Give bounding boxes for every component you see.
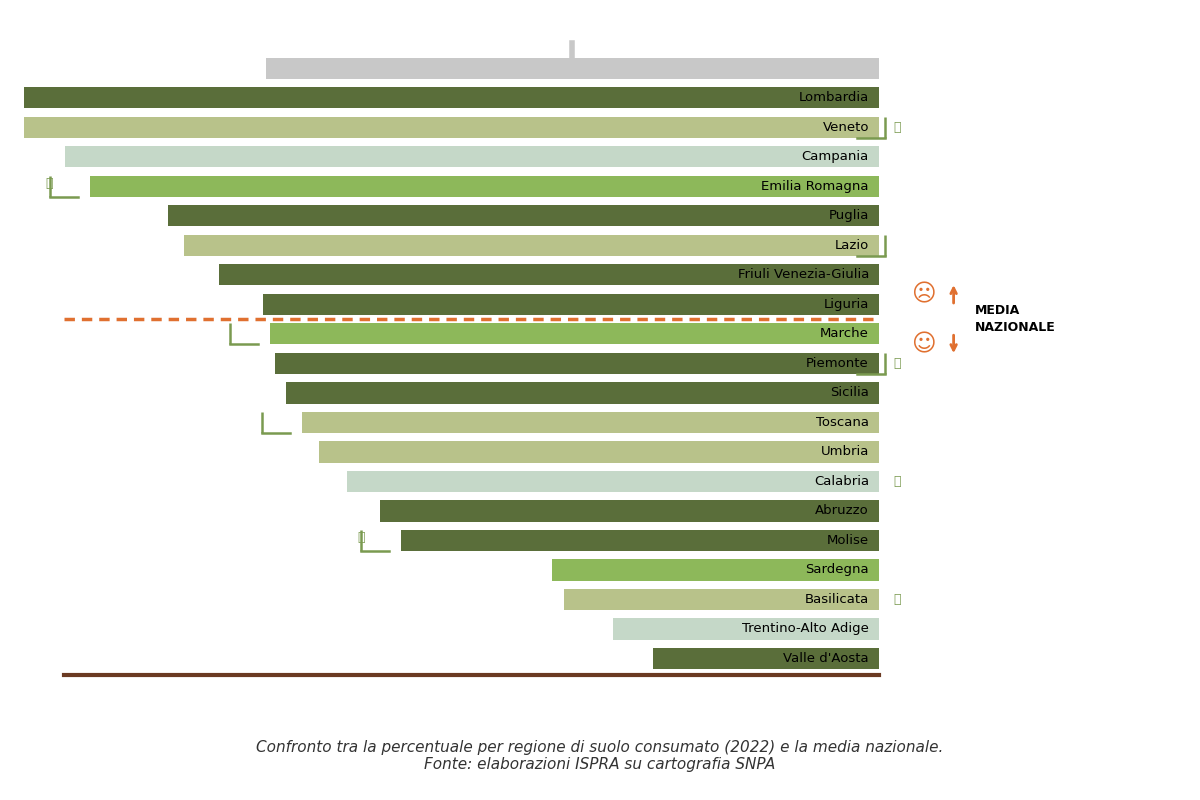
Text: Confronto tra la percentuale per regione di suolo consumato (2022) e la media na: Confronto tra la percentuale per regione… xyxy=(257,740,943,772)
Text: Veneto: Veneto xyxy=(822,121,869,134)
Bar xyxy=(184,234,878,256)
Bar xyxy=(347,470,878,492)
Text: ⛹: ⛹ xyxy=(46,177,53,190)
Text: ⛹: ⛹ xyxy=(893,475,901,488)
Text: ☺: ☺ xyxy=(911,332,935,356)
Bar xyxy=(552,559,878,581)
Text: Basilicata: Basilicata xyxy=(805,593,869,606)
Bar xyxy=(379,500,878,522)
Bar xyxy=(612,618,878,640)
Bar xyxy=(0,87,878,109)
Text: Trentino-Alto Adige: Trentino-Alto Adige xyxy=(742,622,869,635)
Text: Valle d'Aosta: Valle d'Aosta xyxy=(784,652,869,665)
Text: Sardegna: Sardegna xyxy=(805,563,869,577)
Bar xyxy=(564,589,878,610)
Text: Piemonte: Piemonte xyxy=(806,357,869,370)
Bar xyxy=(653,648,878,669)
Text: Abruzzo: Abruzzo xyxy=(815,505,869,518)
Bar xyxy=(0,117,878,138)
Bar xyxy=(401,530,878,551)
Bar xyxy=(275,353,878,374)
Bar xyxy=(90,176,878,197)
Text: Marche: Marche xyxy=(820,327,869,340)
Text: Calabria: Calabria xyxy=(814,475,869,488)
Text: Lombardia: Lombardia xyxy=(799,91,869,104)
Bar xyxy=(286,382,878,403)
Bar xyxy=(266,58,878,79)
Text: Toscana: Toscana xyxy=(816,416,869,429)
Text: Emilia Romagna: Emilia Romagna xyxy=(762,180,869,193)
Text: Campania: Campania xyxy=(802,150,869,163)
Bar xyxy=(168,205,878,226)
Text: Molise: Molise xyxy=(827,534,869,547)
Text: ⛹: ⛹ xyxy=(893,357,901,370)
Text: MEDIA
NAZIONALE: MEDIA NAZIONALE xyxy=(976,304,1056,334)
Text: Liguria: Liguria xyxy=(823,298,869,311)
Text: ⛹: ⛹ xyxy=(893,121,901,134)
Bar xyxy=(65,146,878,167)
Bar xyxy=(302,412,878,433)
Text: ⛹: ⛹ xyxy=(893,593,901,606)
Text: Puglia: Puglia xyxy=(828,210,869,222)
Text: Sicilia: Sicilia xyxy=(830,386,869,399)
Text: ☹: ☹ xyxy=(911,282,935,306)
Bar xyxy=(220,264,878,286)
Text: Umbria: Umbria xyxy=(821,446,869,458)
Text: Lazio: Lazio xyxy=(835,239,869,252)
Bar xyxy=(270,323,878,345)
Text: Friuli Venezia-Giulia: Friuli Venezia-Giulia xyxy=(738,268,869,282)
Text: ⛹: ⛹ xyxy=(356,531,365,544)
Bar xyxy=(319,442,878,462)
Bar xyxy=(263,294,878,315)
